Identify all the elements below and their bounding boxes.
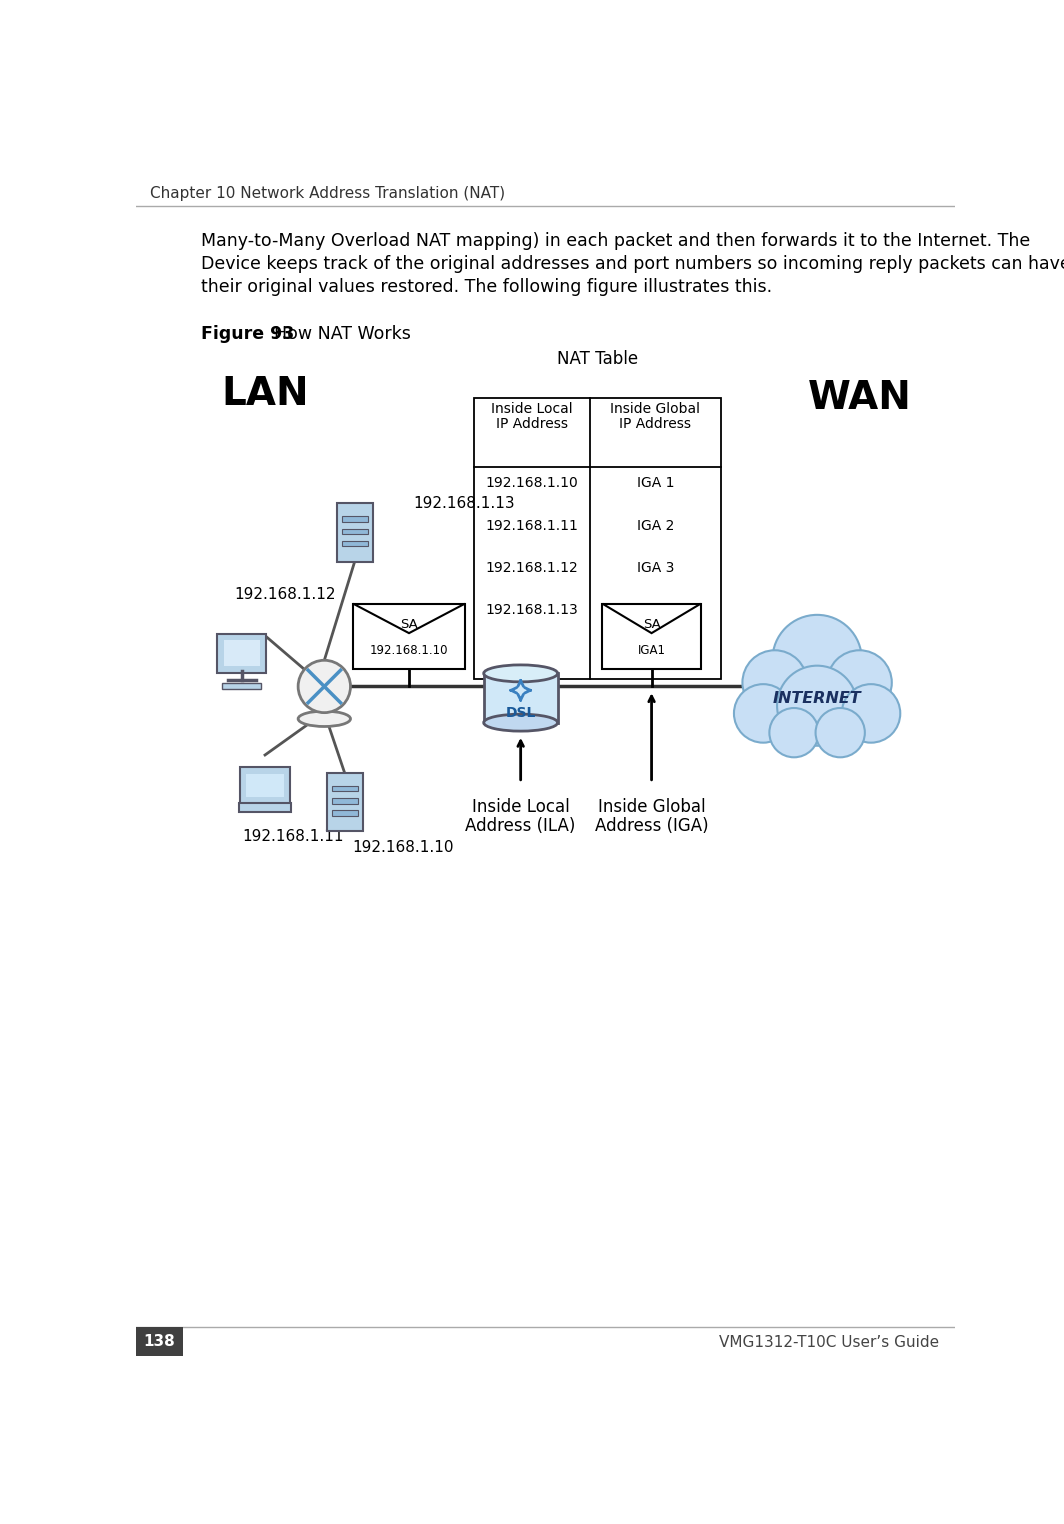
FancyBboxPatch shape bbox=[239, 803, 290, 812]
Circle shape bbox=[743, 651, 808, 715]
Text: Inside Local: Inside Local bbox=[492, 401, 573, 416]
FancyBboxPatch shape bbox=[342, 541, 368, 546]
Bar bbox=[602, 604, 701, 669]
Text: Address (IGA): Address (IGA) bbox=[595, 817, 709, 835]
Text: Device keeps track of the original addresses and port numbers so incoming reply : Device keeps track of the original addre… bbox=[201, 255, 1064, 273]
Text: Figure 93: Figure 93 bbox=[201, 325, 295, 343]
Text: 192.168.1.13: 192.168.1.13 bbox=[486, 604, 579, 617]
FancyBboxPatch shape bbox=[239, 767, 290, 803]
Text: 138: 138 bbox=[144, 1334, 176, 1349]
FancyBboxPatch shape bbox=[223, 640, 261, 666]
Text: Inside Local: Inside Local bbox=[471, 799, 569, 817]
Ellipse shape bbox=[484, 664, 558, 681]
FancyBboxPatch shape bbox=[332, 811, 359, 815]
Text: IGA 4: IGA 4 bbox=[636, 604, 675, 617]
Text: 192.168.1.10: 192.168.1.10 bbox=[370, 645, 448, 657]
Text: 192.168.1.13: 192.168.1.13 bbox=[413, 495, 515, 511]
Text: SA: SA bbox=[643, 619, 661, 631]
Circle shape bbox=[827, 651, 892, 715]
Text: IGA 2: IGA 2 bbox=[636, 518, 675, 532]
Text: Chapter 10 Network Address Translation (NAT): Chapter 10 Network Address Translation (… bbox=[150, 186, 504, 201]
Text: LAN: LAN bbox=[221, 375, 309, 413]
Ellipse shape bbox=[484, 715, 558, 732]
Text: DSL: DSL bbox=[505, 707, 536, 721]
FancyBboxPatch shape bbox=[217, 634, 266, 672]
Circle shape bbox=[734, 684, 793, 742]
Text: IP Address: IP Address bbox=[619, 418, 692, 431]
Text: Inside Global: Inside Global bbox=[598, 799, 705, 817]
Text: IGA 3: IGA 3 bbox=[636, 561, 675, 575]
Text: WAN: WAN bbox=[808, 378, 912, 416]
Circle shape bbox=[769, 709, 818, 757]
Circle shape bbox=[777, 666, 858, 745]
Text: IP Address: IP Address bbox=[496, 418, 568, 431]
FancyBboxPatch shape bbox=[328, 773, 363, 831]
Text: 192.168.1.10: 192.168.1.10 bbox=[353, 840, 454, 855]
Bar bbox=[353, 604, 465, 669]
FancyBboxPatch shape bbox=[246, 774, 284, 797]
FancyBboxPatch shape bbox=[332, 799, 359, 803]
FancyBboxPatch shape bbox=[342, 529, 368, 533]
Text: SA: SA bbox=[400, 619, 418, 631]
Bar bbox=[484, 672, 558, 722]
FancyBboxPatch shape bbox=[342, 517, 368, 521]
Text: IGA1: IGA1 bbox=[637, 645, 666, 657]
Text: NAT Table: NAT Table bbox=[558, 351, 638, 369]
Text: INTERNET: INTERNET bbox=[772, 690, 862, 706]
Text: VMG1312-T10C User’s Guide: VMG1312-T10C User’s Guide bbox=[719, 1335, 940, 1350]
Text: 192.168.1.11: 192.168.1.11 bbox=[486, 518, 579, 532]
Text: Many-to-Many Overload NAT mapping) in each packet and then forwards it to the In: Many-to-Many Overload NAT mapping) in ea… bbox=[201, 232, 1030, 250]
Circle shape bbox=[772, 614, 862, 704]
Circle shape bbox=[842, 684, 900, 742]
Text: Inside Global: Inside Global bbox=[611, 401, 700, 416]
Text: Address (ILA): Address (ILA) bbox=[465, 817, 576, 835]
Text: 192.168.1.12: 192.168.1.12 bbox=[234, 587, 336, 602]
FancyBboxPatch shape bbox=[332, 786, 359, 791]
Text: How NAT Works: How NAT Works bbox=[263, 325, 411, 343]
Text: their original values restored. The following figure illustrates this.: their original values restored. The foll… bbox=[201, 279, 772, 296]
Text: 192.168.1.10: 192.168.1.10 bbox=[486, 475, 579, 491]
Text: 192.168.1.11: 192.168.1.11 bbox=[242, 829, 344, 844]
FancyBboxPatch shape bbox=[222, 683, 262, 689]
Text: 192.168.1.12: 192.168.1.12 bbox=[486, 561, 579, 575]
Circle shape bbox=[298, 660, 350, 713]
Circle shape bbox=[816, 709, 865, 757]
Text: IGA 1: IGA 1 bbox=[636, 475, 675, 491]
Ellipse shape bbox=[298, 712, 350, 727]
Bar bbox=[475, 398, 720, 678]
FancyBboxPatch shape bbox=[136, 1327, 183, 1356]
FancyBboxPatch shape bbox=[337, 503, 372, 562]
